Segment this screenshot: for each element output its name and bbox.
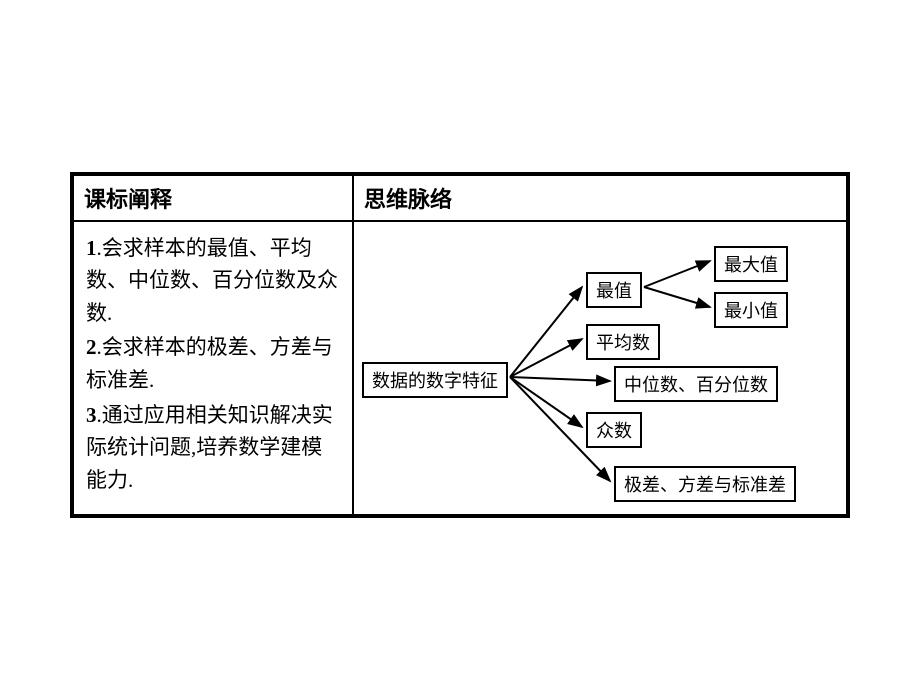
arrow-line [644, 287, 710, 307]
diagram-node-zhongshu: 众数 [586, 412, 642, 448]
arrow-line [510, 339, 582, 377]
body-left: 1.会求样本的最值、平均数、中位数、百分位数及众数. 2.会求样本的极差、方差与… [74, 222, 354, 514]
arrow-line [644, 261, 710, 287]
item-number: 2 [86, 335, 97, 359]
diagram-node-zuixiao: 最小值 [714, 292, 788, 328]
main-table: 课标阐释 思维脉络 1.会求样本的最值、平均数、中位数、百分位数及众数. 2.会… [70, 172, 850, 518]
diagram-node-zhongwei: 中位数、百分位数 [614, 366, 778, 402]
arrow-line [510, 377, 582, 427]
diagram-area: 数据的数字特征 最值平均数中位数、百分位数众数极差、方差与标准差 最大值最小值 [354, 222, 846, 512]
diagram-root: 数据的数字特征 [362, 362, 508, 398]
list-item: 2.会求样本的极差、方差与标准差. [86, 331, 340, 396]
diagram-node-jicha: 极差、方差与标准差 [614, 466, 796, 502]
header-row: 课标阐释 思维脉络 [74, 176, 846, 222]
item-text: .通过应用相关知识解决实际统计问题,培养数学建模能力. [86, 403, 333, 492]
diagram-node-zuizhi: 最值 [586, 272, 642, 308]
list-item: 1.会求样本的最值、平均数、中位数、百分位数及众数. [86, 232, 340, 330]
arrow-line [510, 377, 610, 381]
arrow-line [510, 287, 582, 377]
body-row: 1.会求样本的最值、平均数、中位数、百分位数及众数. 2.会求样本的极差、方差与… [74, 222, 846, 514]
header-left: 课标阐释 [74, 176, 354, 220]
item-text: .会求样本的极差、方差与标准差. [86, 335, 333, 392]
item-text: .会求样本的最值、平均数、中位数、百分位数及众数. [86, 236, 338, 325]
item-number: 1 [86, 236, 97, 260]
header-right: 思维脉络 [354, 176, 846, 220]
list-item: 3.通过应用相关知识解决实际统计问题,培养数学建模能力. [86, 399, 340, 497]
diagram-node-pingjun: 平均数 [586, 324, 660, 360]
diagram-node-zuida: 最大值 [714, 246, 788, 282]
item-number: 3 [86, 403, 97, 427]
